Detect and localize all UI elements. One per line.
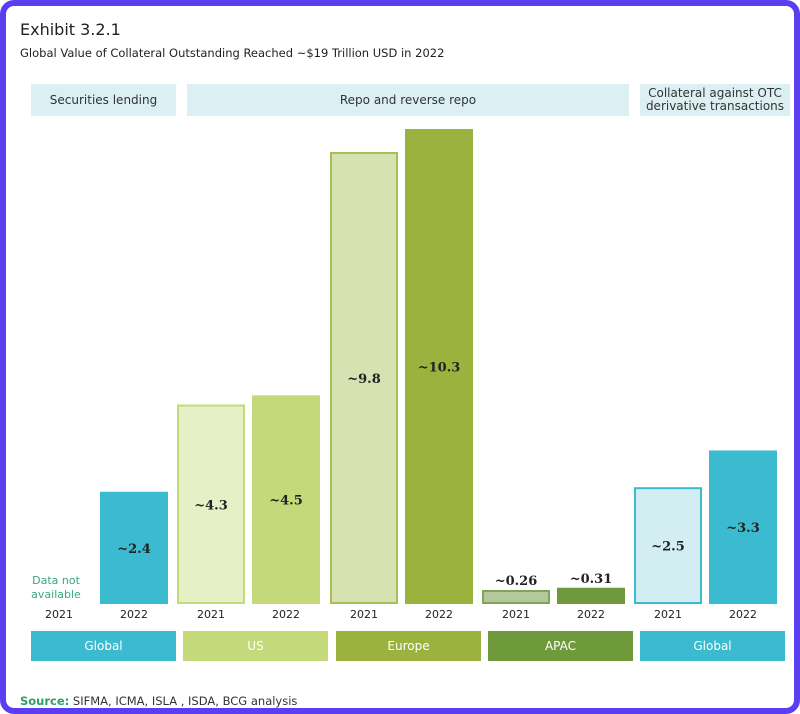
region-us: US [183,631,328,661]
year-label: 2022 [729,608,757,621]
year-label: 2021 [502,608,530,621]
region-europe: Europe [336,631,481,661]
region-global-otc: Global [640,631,785,661]
bar-value-label: ~4.3 [194,498,228,513]
source-line: Source: SIFMA, ICMA, ISLA , ISDA, BCG an… [20,694,297,708]
year-label: 2022 [577,608,605,621]
year-label: 2022 [120,608,148,621]
bar [177,404,245,604]
source-label: Source: [20,694,70,708]
bar [330,151,398,605]
bar-value-label: ~4.5 [269,494,303,509]
region-global-securities: Global [31,631,176,661]
bar-value-label: ~2.5 [651,540,685,555]
bar [405,129,473,604]
bar [634,487,702,605]
bar [100,491,168,604]
source-text: SIFMA, ICMA, ISLA , ISDA, BCG analysis [72,694,298,708]
year-label: 2021 [350,608,378,621]
year-label: 2022 [272,608,300,621]
bar [709,450,777,604]
year-label: 2022 [425,608,453,621]
segment-otc: Collateral against OTC derivative transa… [640,84,790,116]
bar-value-label: ~0.31 [570,572,613,587]
chart-title: Global Value of Collateral Outstanding R… [20,46,445,60]
segment-repo: Repo and reverse repo [187,84,629,116]
exhibit-label: Exhibit 3.2.1 [20,20,121,39]
no-data-note: Data not [32,574,80,587]
bar [482,590,550,604]
region-apac: APAC [488,631,633,661]
year-label: 2021 [45,608,73,621]
segment-securities-lending: Securities lending [31,84,176,116]
bar-value-label: ~9.8 [347,372,381,387]
bar-value-label: ~2.4 [117,542,151,557]
bar-value-label: ~0.26 [495,574,538,589]
year-label: 2021 [654,608,682,621]
bar [252,395,320,604]
no-data-note: available [31,588,81,601]
bar [557,587,625,605]
bar-value-label: ~3.3 [726,521,760,536]
year-label: 2021 [197,608,225,621]
bar-value-label: ~10.3 [418,361,461,376]
